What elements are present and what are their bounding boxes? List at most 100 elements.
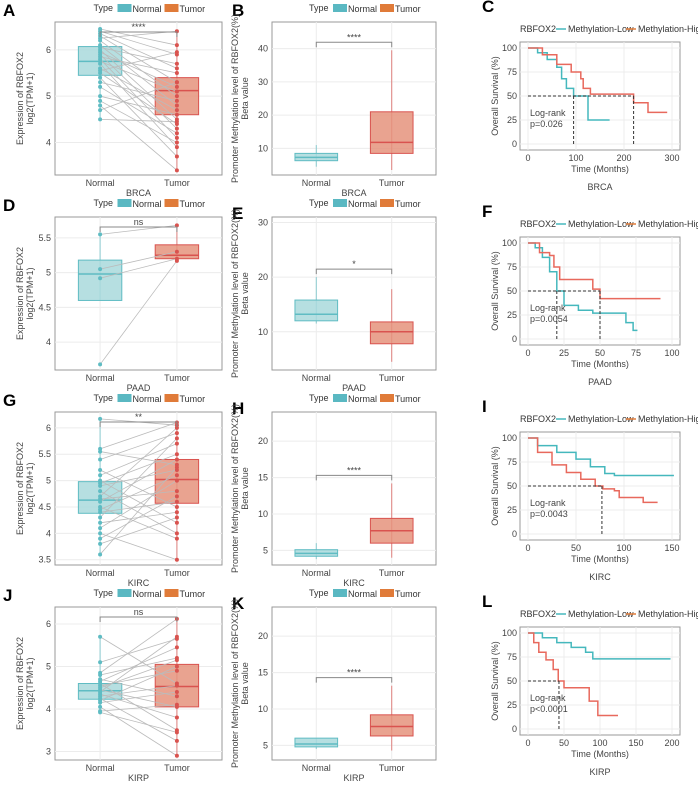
x-axis-title: Time (Months) (571, 554, 629, 564)
y-axis-title: Overall Survival (%) (490, 251, 500, 331)
normal-point (98, 38, 103, 43)
x-tick-tumor: Tumor (164, 568, 190, 578)
panel-J: J Type Normal Tumor 3 4 5 6 ns Normal Tumor KIRP Exp… (3, 586, 223, 783)
cancer-label: BRCA (341, 188, 366, 198)
legend-title: RBFOX2 (520, 24, 556, 34)
legend-normal-swatch (333, 589, 347, 597)
normal-point (98, 362, 103, 367)
y-tick-label: 50 (507, 286, 517, 296)
x-tick-tumor: Tumor (379, 763, 405, 773)
legend-normal-swatch (333, 4, 347, 12)
pair-line (99, 51, 178, 72)
pair-line (99, 49, 178, 120)
x-tick-label: 50 (571, 543, 581, 553)
panel-label: H (232, 399, 244, 418)
y-tick-label: 15 (258, 473, 268, 483)
cancer-label: KIRP (343, 773, 364, 783)
tumor-point (174, 84, 179, 89)
legend-tumor-label: Tumor (395, 4, 421, 14)
p-value: p=0.026 (530, 119, 563, 129)
x-tick-label: 200 (616, 153, 631, 163)
tumor-point (174, 658, 179, 663)
pair-line (99, 86, 178, 134)
normal-point (98, 473, 103, 478)
pair-line (99, 480, 178, 524)
tumor-point (174, 43, 179, 48)
tumor-point (174, 140, 179, 145)
y-tick-label: 0 (512, 334, 517, 344)
y-axis-title: Promoter Methylation level of RBFOX2(%) (230, 404, 240, 573)
tumor-point (174, 504, 179, 509)
pair-line (99, 490, 178, 534)
panel-I: I RBFOX2 Methylation-Low Methylation-High 0 5… (482, 397, 698, 582)
y-tick-label: 50 (507, 481, 517, 491)
y-tick-label: 50 (507, 676, 517, 686)
tumor-point (174, 112, 179, 117)
y-tick-label: 4 (46, 337, 51, 347)
significance-label: **** (347, 465, 362, 475)
p-value: p=0.0054 (530, 314, 568, 324)
normal-point (98, 61, 103, 66)
tumor-point (174, 520, 179, 525)
y-tick-label: 25 (507, 505, 517, 515)
normal-point (98, 660, 103, 665)
x-tick-tumor: Tumor (164, 373, 190, 383)
normal-point (98, 84, 103, 89)
significance-label: **** (347, 668, 362, 678)
y-axis-title: Expression of RBFOX2 (15, 247, 25, 340)
km-curve-low (528, 242, 638, 332)
pair-line (100, 691, 177, 704)
panel-F: F RBFOX2 Methylation-Low Methylation-High 0 2… (482, 202, 698, 387)
legend-high-label: Methylation-High (638, 609, 698, 619)
tumor-point (174, 223, 179, 228)
normal-point (98, 483, 103, 488)
panel-label: A (3, 1, 15, 20)
y-tick-label: 4.5 (38, 502, 51, 512)
legend-title: Type (94, 198, 114, 208)
x-tick-label: 25 (559, 348, 569, 358)
tumor-point (174, 715, 179, 720)
x-tick-label: 150 (664, 543, 679, 553)
y-tick-label: 10 (258, 509, 268, 519)
x-tick-label: 50 (595, 348, 605, 358)
normal-box (77, 259, 123, 301)
x-tick-normal: Normal (302, 178, 331, 188)
x-tick-label: 100 (664, 348, 679, 358)
y-tick-label: 25 (507, 115, 517, 125)
tumor-point (174, 694, 179, 699)
y-tick-label: 100 (502, 238, 517, 248)
tumor-point (174, 730, 179, 735)
y-tick-label: 5 (46, 268, 51, 278)
x-tick-label: 0 (525, 348, 530, 358)
km-curve-low (528, 632, 671, 660)
panel-label: K (232, 594, 245, 613)
y-tick-label: 75 (507, 652, 517, 662)
tumor-point (174, 145, 179, 150)
pair-line (99, 666, 178, 701)
x-tick-label: 0 (525, 543, 530, 553)
km-curve-low (528, 437, 674, 477)
legend-tumor-label: Tumor (180, 394, 206, 404)
pair-line (99, 95, 178, 116)
panel-label: E (232, 204, 243, 223)
panel-G: G Type Normal Tumor 3.5 4 4.5 5 5.5 6 ** Normal Tumo… (3, 391, 223, 588)
panel-label: L (482, 592, 492, 611)
y-tick-label: 5 (46, 91, 51, 101)
x-tick-tumor: Tumor (379, 178, 405, 188)
panel-D: D Type Normal Tumor 4 4.5 5 5.5 ns Normal Tumor PAA… (3, 196, 223, 393)
pair-line (99, 81, 178, 102)
normal-point (98, 232, 103, 237)
panel-H: H Type Normal Tumor 5 10 15 20 **** Normal Tumor KI… (230, 393, 437, 588)
y-axis-title: Expression of RBFOX2 (15, 637, 25, 730)
tumor-point (174, 664, 179, 669)
normal-point (98, 468, 103, 473)
pair-line (99, 698, 178, 742)
legend-title: Type (309, 393, 329, 403)
normal-point (98, 489, 103, 494)
y-axis-subtitle: Beta value (240, 272, 250, 315)
y-tick-label: 5.5 (38, 449, 51, 459)
x-tick-label: 100 (568, 153, 583, 163)
y-tick-label: 4 (46, 528, 51, 538)
y-tick-label: 6 (46, 45, 51, 55)
pair-line (100, 490, 177, 500)
